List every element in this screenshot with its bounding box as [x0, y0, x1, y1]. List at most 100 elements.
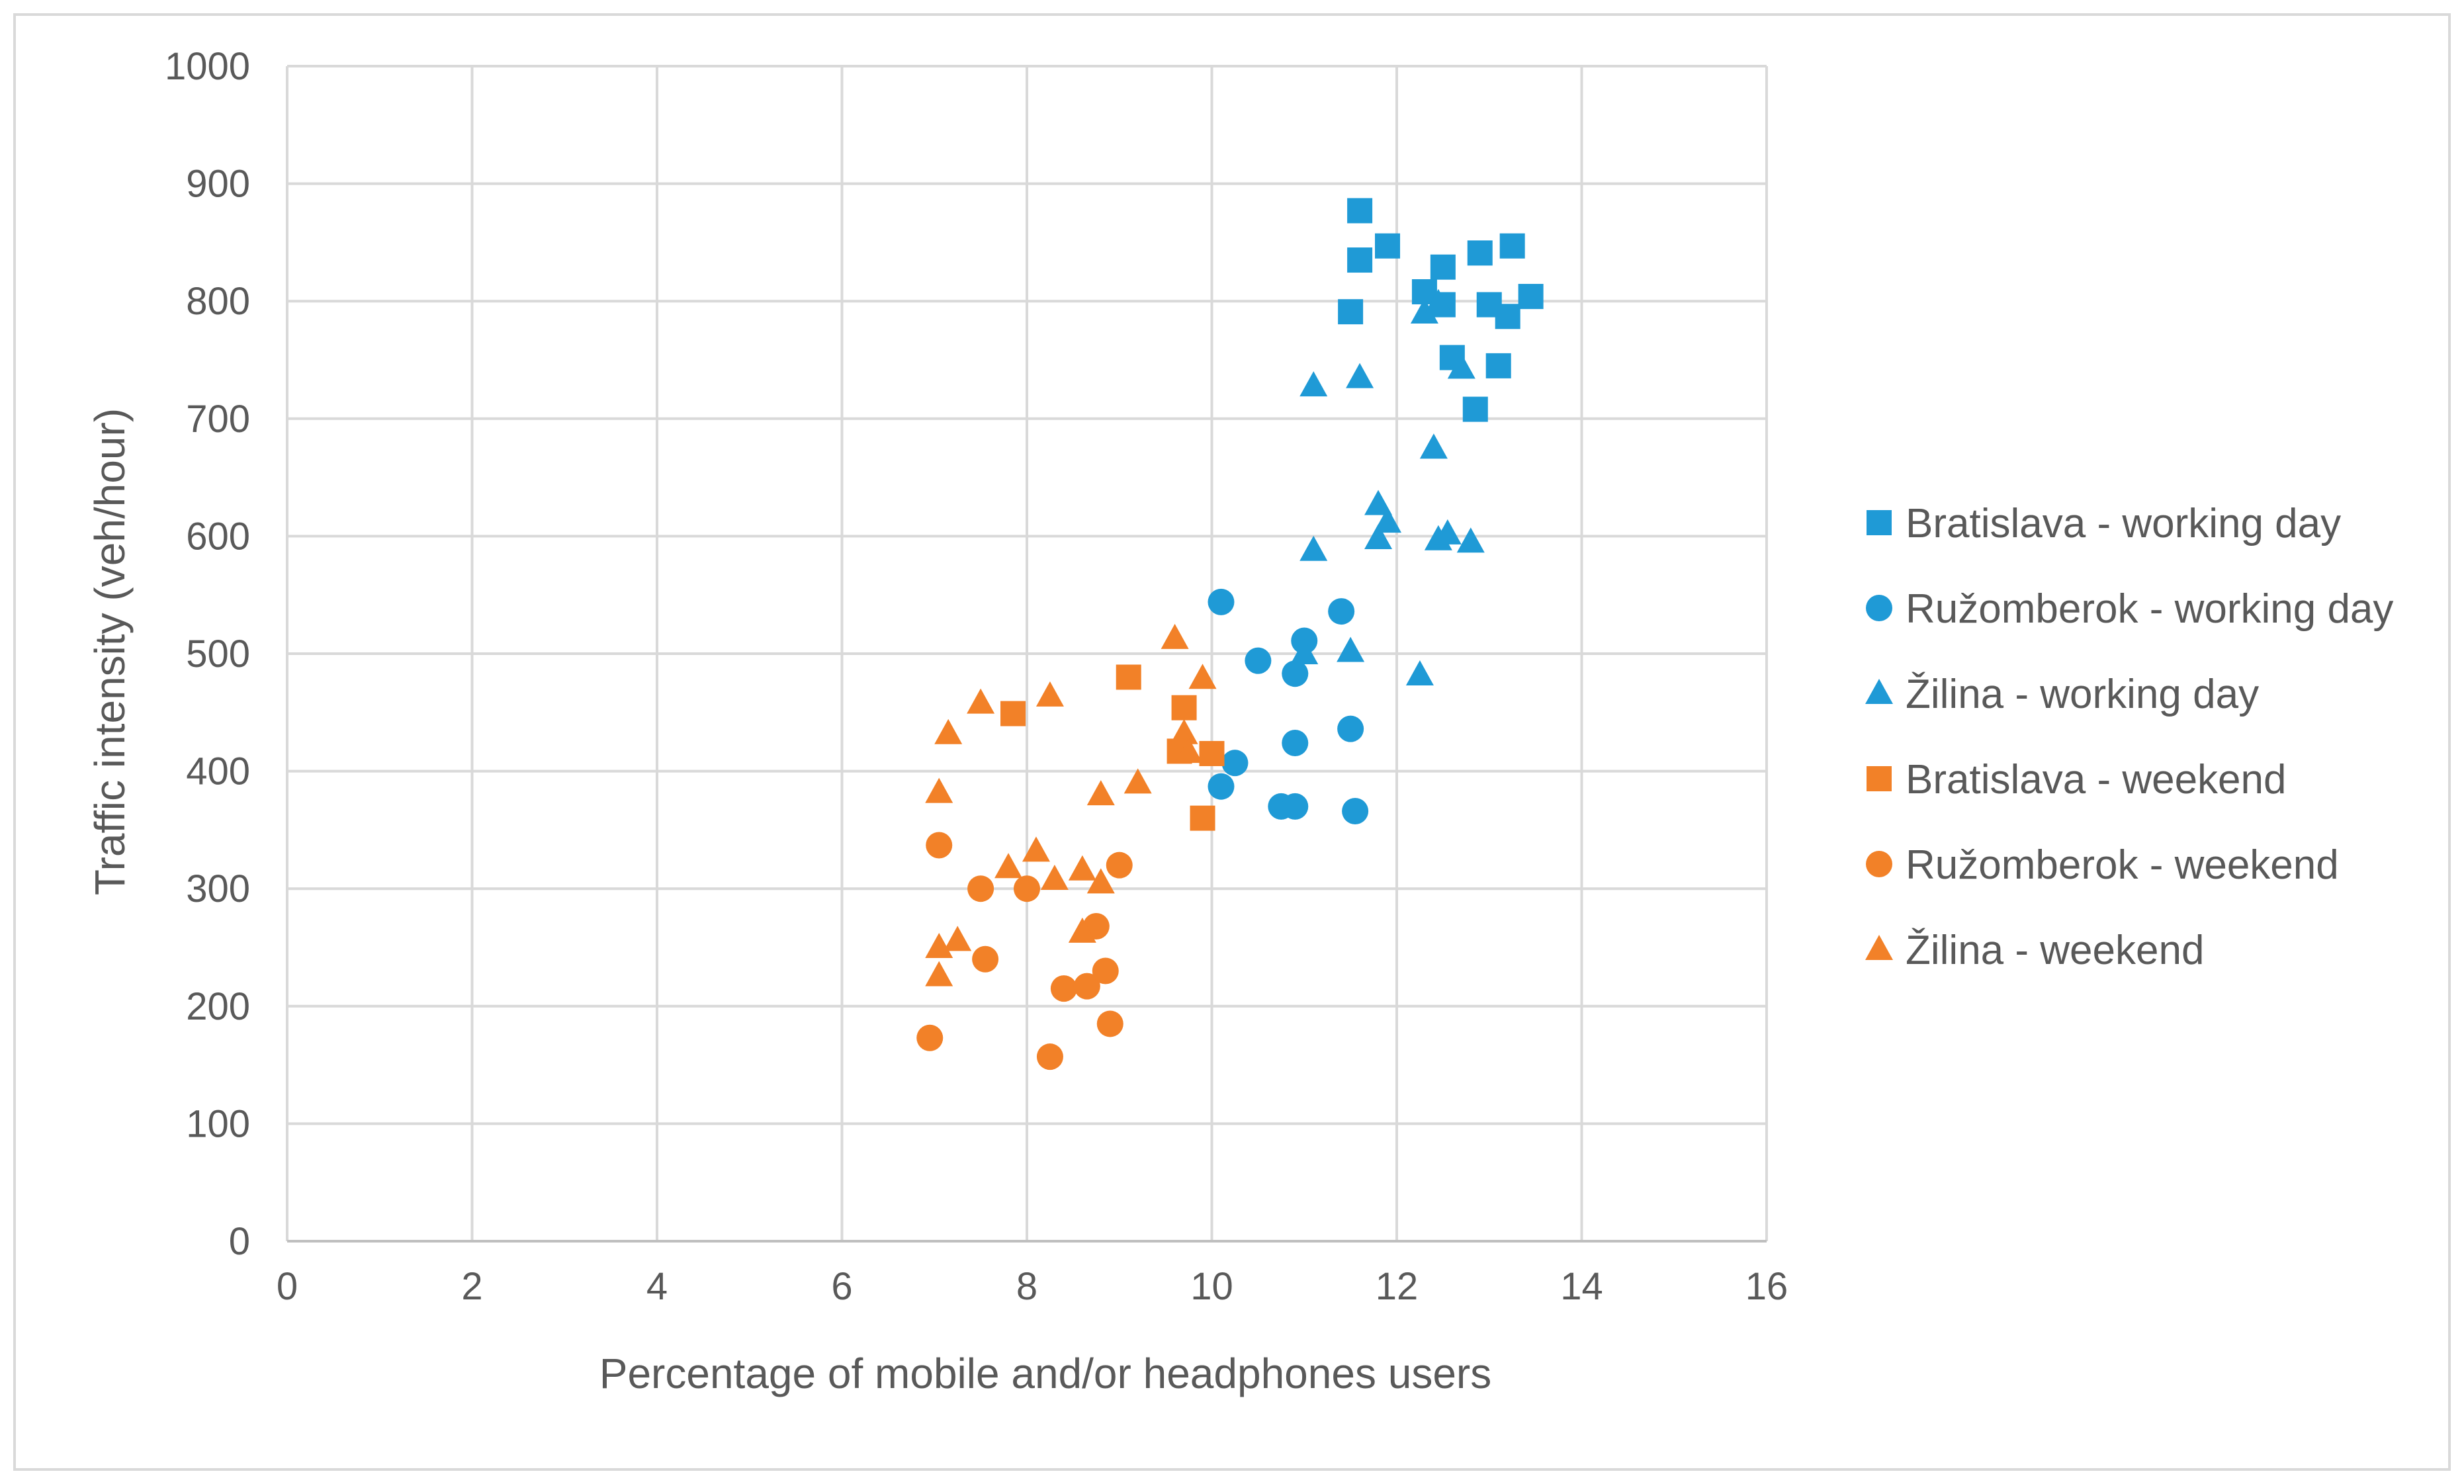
- data-point: [1174, 738, 1203, 764]
- y-tick-label: 300: [186, 867, 250, 910]
- legend-item: Bratislava - weekend: [1867, 757, 2287, 803]
- data-point: [1040, 864, 1069, 890]
- data-point: [1424, 288, 1452, 314]
- series-0: [1338, 198, 1544, 422]
- data-point: [1342, 797, 1369, 824]
- tick-labels: 0 2 4 6 8 10 12 14 16 0 100 200 300 400 500 600 700 800 90…: [165, 45, 1788, 1308]
- legend-marker: [1865, 679, 1893, 704]
- legend-label: Žilina - weekend: [1906, 928, 2204, 973]
- legend-marker: [1867, 766, 1892, 791]
- legend-item: Ružomberok - weekend: [1866, 842, 2339, 888]
- series-1: [1208, 588, 1369, 824]
- data-point: [1036, 1043, 1063, 1070]
- data-point: [1068, 917, 1096, 943]
- data-point: [1245, 647, 1272, 674]
- data-point: [1447, 353, 1475, 379]
- data-point: [1123, 768, 1152, 794]
- series-5: [925, 623, 1217, 986]
- data-point: [1000, 701, 1026, 726]
- series-4: [916, 832, 1133, 1070]
- data-point: [967, 688, 995, 714]
- data-point: [1328, 598, 1355, 625]
- y-tick-label: 800: [186, 280, 250, 323]
- x-tick-label: 0: [277, 1265, 298, 1308]
- data-point: [1073, 973, 1100, 1000]
- x-tick-label: 10: [1190, 1265, 1233, 1308]
- data-point: [1068, 855, 1096, 881]
- data-point: [1346, 363, 1374, 388]
- legend-marker: [1867, 510, 1892, 535]
- y-axis-title: Traffic intensity (veh/hour): [86, 408, 134, 895]
- y-tick-label: 100: [186, 1102, 250, 1145]
- data-point: [1405, 660, 1434, 685]
- data-point: [1467, 240, 1493, 266]
- y-tick-label: 0: [229, 1220, 250, 1263]
- data-point: [1086, 780, 1115, 806]
- axes: [286, 66, 1767, 1243]
- x-tick-label: 4: [646, 1265, 668, 1308]
- data-point: [926, 832, 953, 859]
- data-point: [1208, 588, 1235, 615]
- data-point: [1190, 805, 1215, 831]
- x-tick-label: 8: [1016, 1265, 1037, 1308]
- legend-marker: [1866, 595, 1892, 621]
- legend-label: Bratislava - weekend: [1906, 757, 2287, 803]
- y-tick-label: 400: [186, 750, 250, 793]
- x-tick-label: 6: [831, 1265, 852, 1308]
- data-point: [1106, 851, 1133, 879]
- legend-label: Žilina - working day: [1906, 672, 2259, 717]
- legend-marker: [1865, 935, 1893, 960]
- x-tick-label: 2: [461, 1265, 482, 1308]
- data-point: [1462, 396, 1488, 422]
- data-point: [1518, 284, 1544, 310]
- data-point: [1161, 623, 1189, 649]
- data-point: [1282, 793, 1309, 820]
- data-point: [1199, 740, 1225, 766]
- data-points: [916, 198, 1544, 1070]
- y-tick-label: 900: [186, 163, 250, 206]
- x-tick-label: 16: [1745, 1265, 1788, 1308]
- data-point: [1299, 535, 1328, 561]
- data-point: [1374, 507, 1402, 533]
- data-point: [925, 933, 953, 958]
- data-point: [944, 926, 972, 951]
- x-tick-label: 12: [1376, 1265, 1419, 1308]
- data-point: [1338, 299, 1364, 325]
- data-point: [925, 777, 953, 803]
- data-point: [1171, 695, 1197, 720]
- data-point: [1430, 254, 1456, 280]
- data-point: [1364, 490, 1393, 515]
- data-point: [1410, 298, 1438, 324]
- y-tick-label: 500: [186, 633, 250, 676]
- data-point: [1485, 353, 1511, 378]
- data-point: [1495, 304, 1520, 329]
- data-point: [925, 961, 953, 986]
- data-point: [994, 853, 1023, 879]
- data-point: [1208, 773, 1235, 800]
- legend-item: Ružomberok - working day: [1866, 586, 2393, 632]
- data-point: [1282, 729, 1309, 756]
- legend-item: Bratislava - working day: [1867, 501, 2341, 546]
- x-tick-label: 14: [1560, 1265, 1603, 1308]
- legend-label: Ružomberok - working day: [1906, 586, 2393, 632]
- data-point: [1290, 639, 1319, 664]
- data-point: [1096, 1010, 1123, 1037]
- legend-item: Žilina - working day: [1865, 672, 2259, 717]
- data-point: [1086, 868, 1115, 894]
- data-point: [972, 945, 999, 973]
- data-point: [1499, 233, 1525, 259]
- data-point: [1337, 636, 1365, 662]
- y-tick-label: 200: [186, 985, 250, 1028]
- data-point: [1221, 750, 1249, 777]
- legend-item: Žilina - weekend: [1865, 928, 2204, 973]
- data-point: [1116, 664, 1141, 690]
- data-point: [967, 875, 994, 902]
- data-point: [1299, 371, 1328, 397]
- y-tick-label: 700: [186, 398, 250, 441]
- series-2: [1290, 288, 1485, 685]
- data-point: [1337, 715, 1364, 742]
- data-point: [1419, 433, 1448, 459]
- data-point: [1022, 836, 1050, 862]
- legend-label: Ružomberok - weekend: [1906, 842, 2339, 888]
